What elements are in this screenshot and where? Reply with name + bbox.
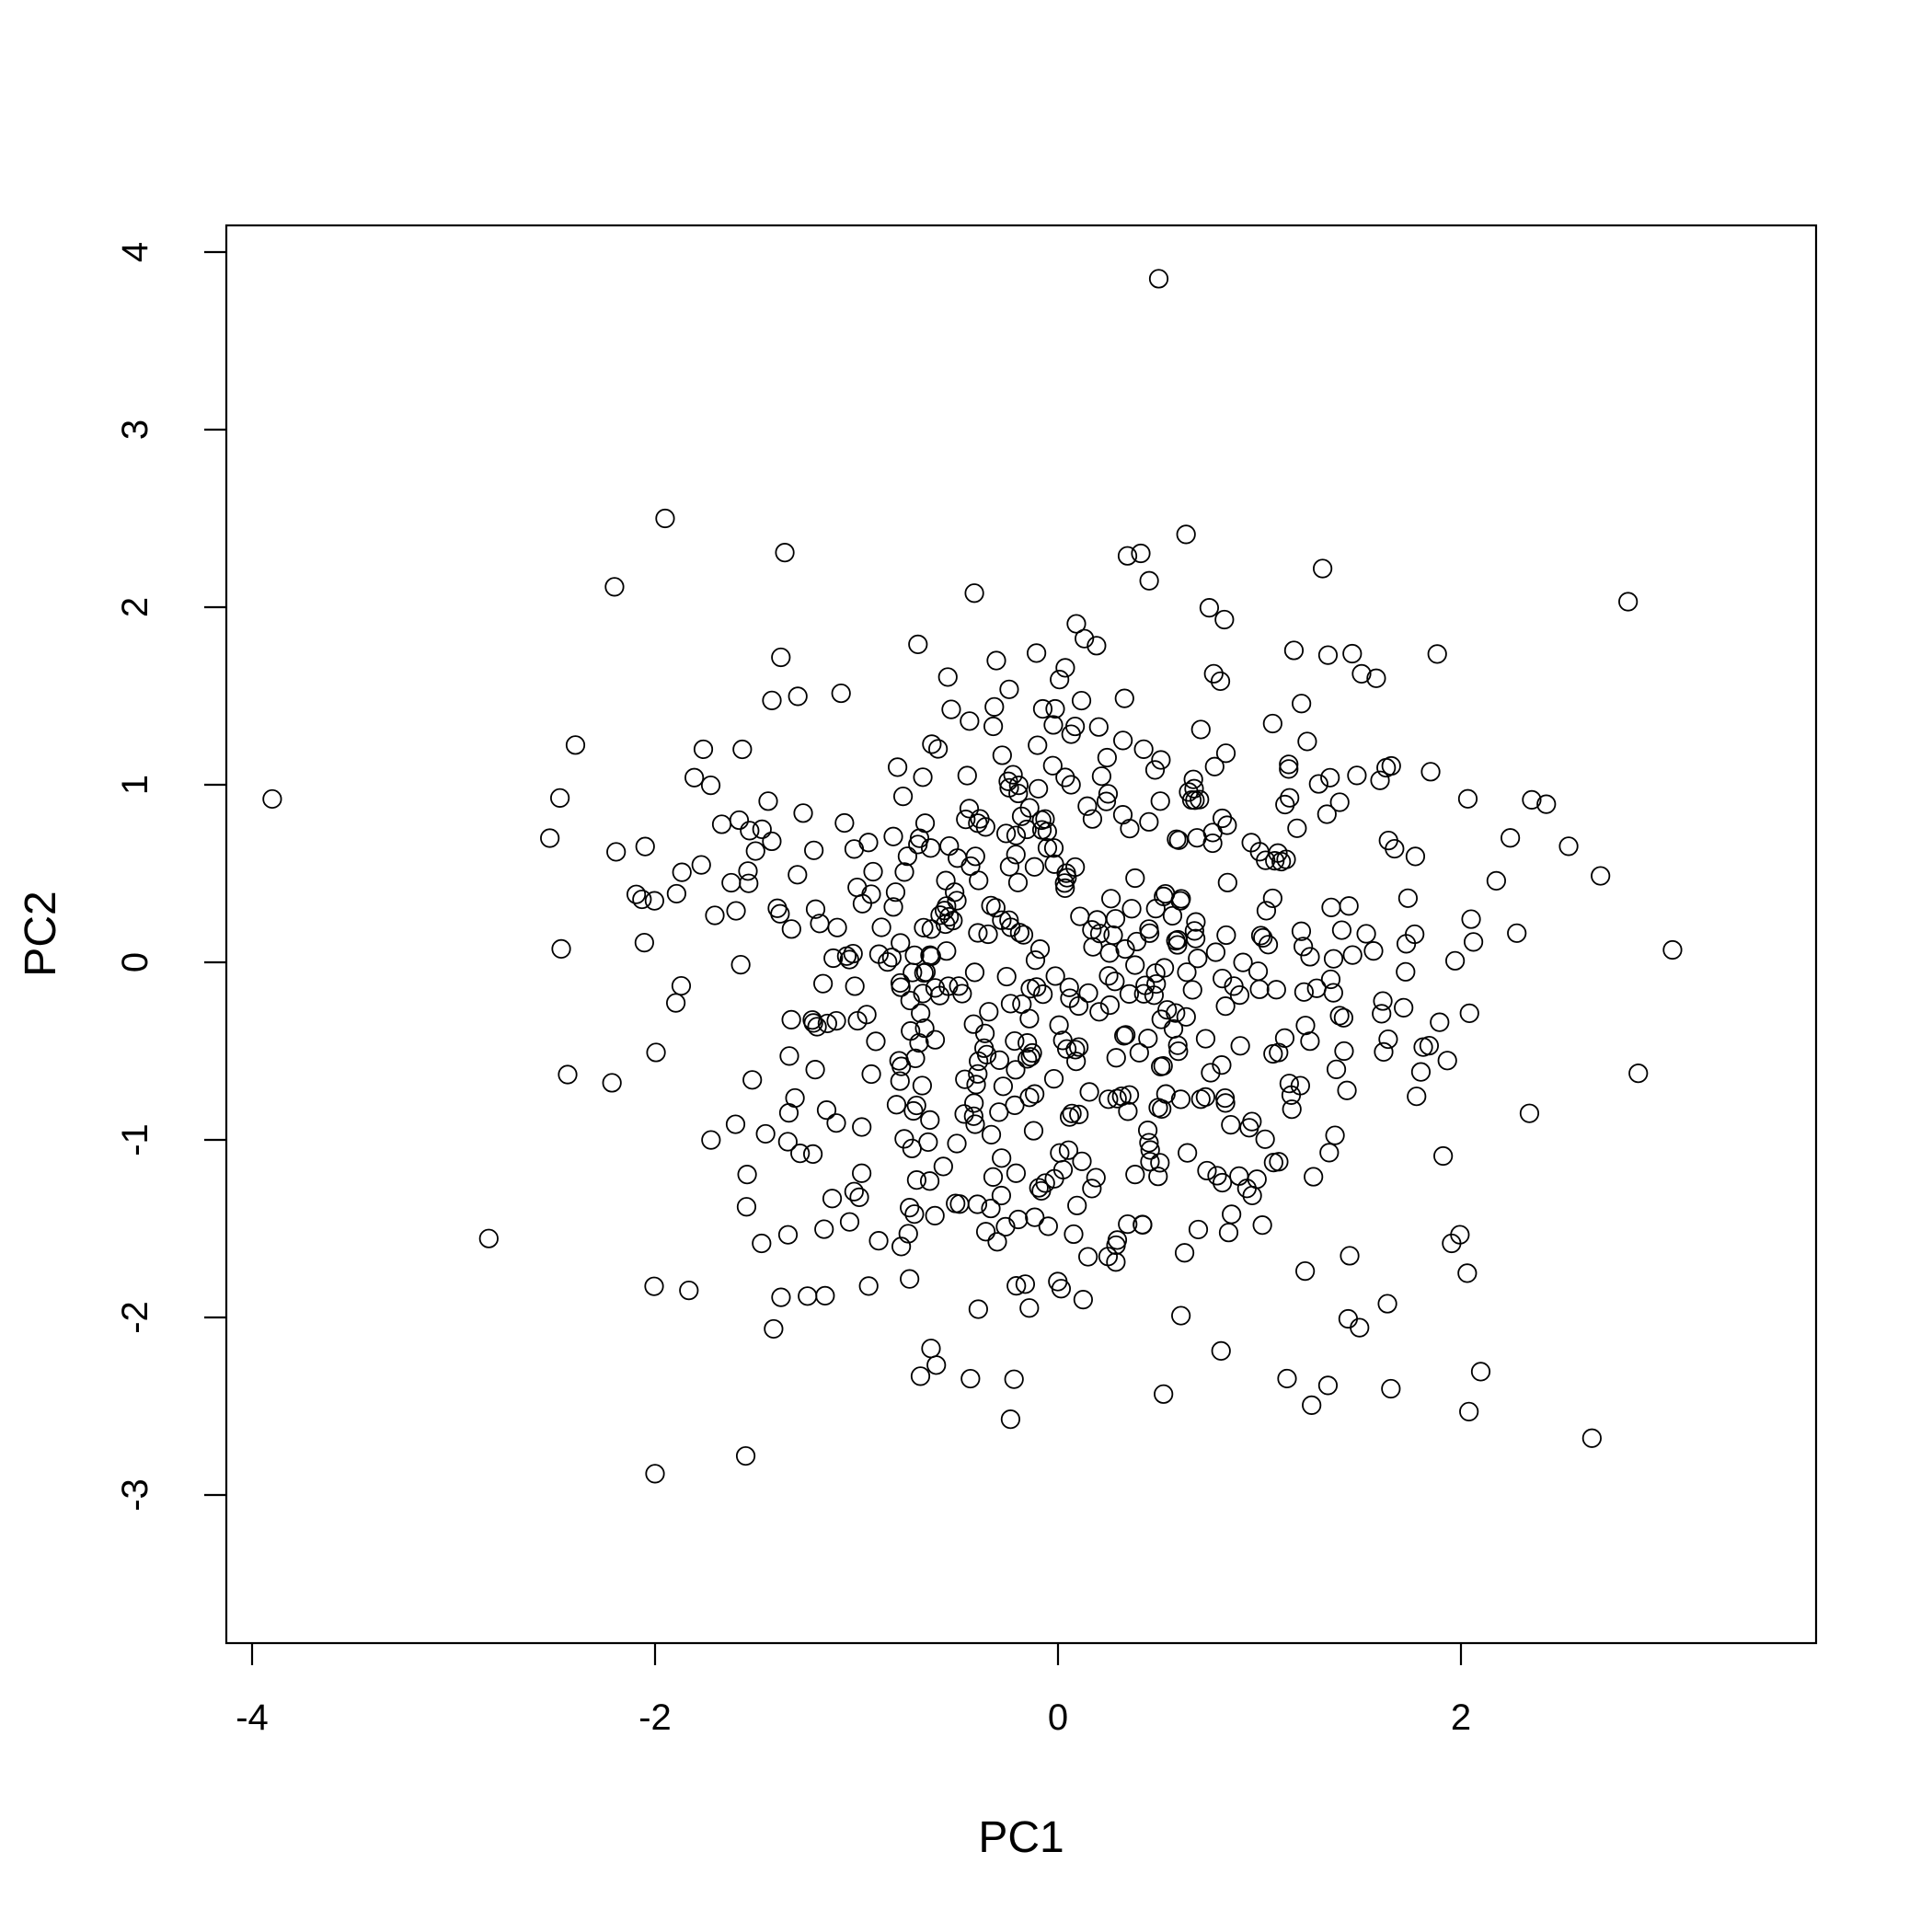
svg-text:0: 0 [1048, 1697, 1068, 1738]
svg-text:2: 2 [1451, 1697, 1471, 1738]
svg-text:2: 2 [115, 597, 155, 617]
svg-text:-3: -3 [115, 1478, 155, 1512]
svg-text:-2: -2 [115, 1301, 155, 1334]
svg-text:PC2: PC2 [17, 891, 65, 976]
svg-text:-1: -1 [115, 1123, 155, 1156]
svg-text:-4: -4 [236, 1697, 269, 1738]
svg-text:4: 4 [115, 242, 155, 262]
svg-text:PC1: PC1 [978, 1813, 1064, 1862]
svg-text:0: 0 [115, 952, 155, 972]
svg-text:1: 1 [115, 775, 155, 795]
svg-text:3: 3 [115, 420, 155, 440]
svg-text:-2: -2 [638, 1697, 672, 1738]
